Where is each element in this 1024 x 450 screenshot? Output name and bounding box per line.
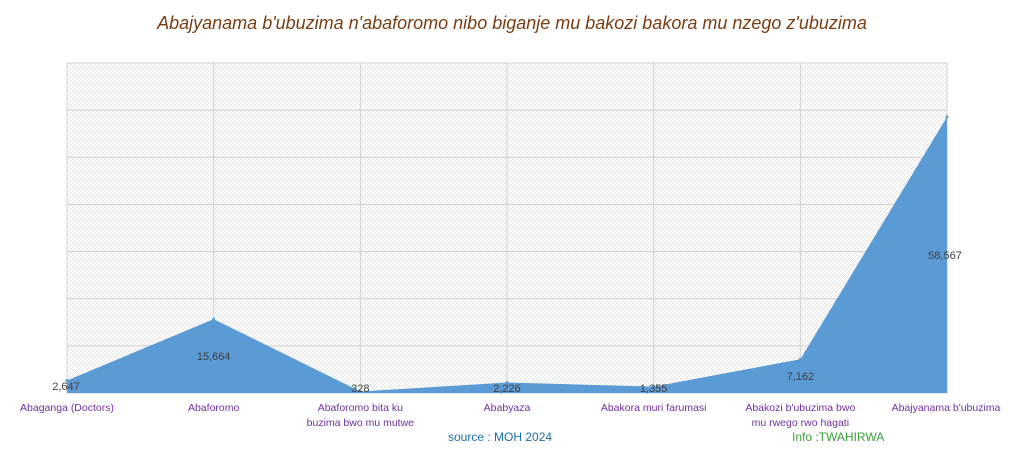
- data-point: [65, 379, 69, 383]
- data-label: 58,567: [928, 250, 962, 262]
- category-label: buzima bwo mu mutwe: [307, 417, 415, 429]
- data-point: [798, 357, 802, 361]
- data-label: 2,647: [52, 381, 80, 393]
- data-label: 328: [351, 383, 369, 395]
- chart-title: Abajyanama b'ubuzima n'abaforomo nibo bi…: [157, 13, 867, 33]
- data-label: 2,226: [493, 383, 521, 395]
- source-note: source : MOH 2024: [448, 430, 553, 444]
- data-point: [652, 385, 656, 389]
- data-label: 1,355: [640, 383, 668, 395]
- data-label: 15,664: [197, 351, 231, 363]
- category-label: Abakozi b'ubuzima bwo: [745, 402, 855, 414]
- data-point: [358, 389, 362, 393]
- category-label: Abaganga (Doctors): [20, 402, 114, 414]
- area-series: [67, 116, 947, 393]
- category-label: Abaforomo: [188, 402, 240, 414]
- data-point: [505, 381, 509, 385]
- category-label: Abakora muri farumasi: [601, 402, 707, 414]
- category-label: Ababyaza: [484, 402, 531, 414]
- data-point: [212, 317, 216, 321]
- data-point: [945, 115, 949, 119]
- category-label: mu rwego rwo hagati: [752, 417, 849, 429]
- credit-note: Info :TWAHIRWA: [792, 430, 885, 444]
- category-label: Abajyanama b'ubuzima: [892, 402, 1001, 414]
- data-label: 7,162: [787, 371, 815, 383]
- category-label: Abaforomo bita ku: [318, 402, 403, 414]
